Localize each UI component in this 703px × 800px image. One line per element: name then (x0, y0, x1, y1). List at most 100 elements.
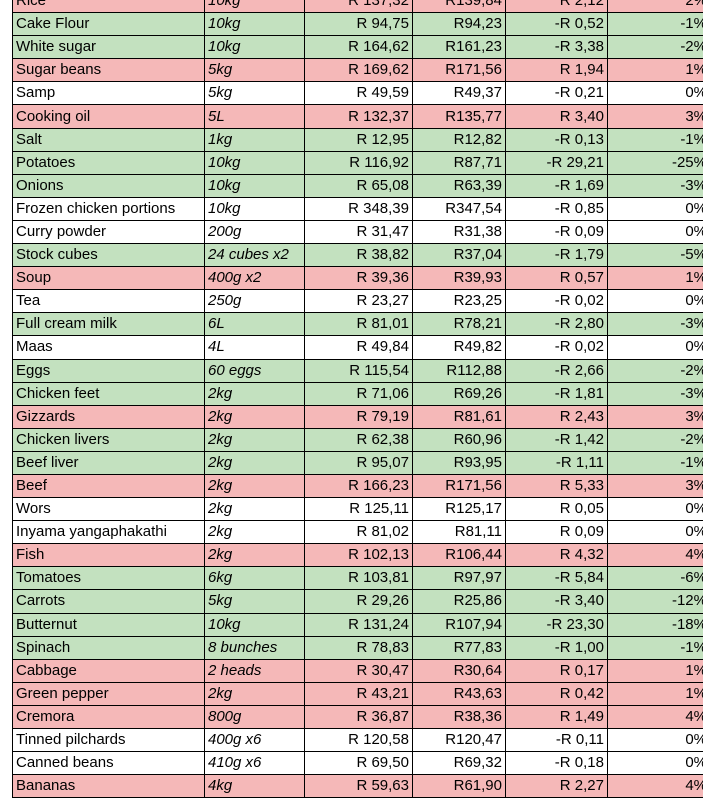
cell-percent-change: 2% (607, 0, 703, 14)
cell-previous-price: R 71,06 (304, 381, 413, 406)
cell-item: Stock cubes (12, 243, 205, 268)
cell-item: Tea (12, 289, 205, 314)
cell-previous-price: R 166,23 (304, 473, 413, 499)
cell-size: 400g x6 (204, 727, 305, 753)
cell-current-price: R12,82 (412, 127, 506, 152)
cell-size: 10kg (204, 0, 305, 14)
cell-previous-price: R 65,08 (304, 173, 413, 198)
cell-difference: R 0,05 (505, 497, 608, 522)
cell-difference: -R 1,42 (505, 427, 608, 452)
cell-previous-price: R 125,11 (304, 497, 413, 522)
cell-difference: -R 2,66 (505, 358, 608, 383)
cell-previous-price: R 137,32 (304, 0, 413, 14)
cell-size: 5kg (204, 58, 305, 83)
cell-previous-price: R 78,83 (304, 635, 413, 660)
cell-previous-price: R 95,07 (304, 450, 413, 475)
cell-previous-price: R 132,37 (304, 104, 413, 129)
cell-item: Cake Flour (12, 12, 205, 37)
cell-size: 2kg (204, 520, 305, 545)
cell-item: Tomatoes (12, 566, 205, 591)
cell-size: 400g x2 (204, 266, 305, 291)
cell-previous-price: R 31,47 (304, 219, 413, 245)
cell-item: Eggs (12, 358, 205, 383)
cell-difference: -R 0,02 (505, 289, 608, 314)
cell-difference: -R 1,00 (505, 635, 608, 660)
cell-current-price: R25,86 (412, 589, 506, 614)
cell-current-price: R78,21 (412, 312, 506, 337)
cell-item: Beef liver (12, 450, 205, 475)
cell-current-price: R106,44 (412, 543, 506, 568)
cell-current-price: R161,23 (412, 35, 506, 60)
cell-difference: R 2,12 (505, 0, 608, 14)
cell-size: 10kg (204, 612, 305, 637)
cell-size: 2kg (204, 497, 305, 522)
cell-current-price: R93,95 (412, 450, 506, 475)
cell-difference: -R 0,18 (505, 751, 608, 776)
cell-difference: R 4,32 (505, 543, 608, 568)
table-row: Inyama yangaphakathi 2kg R 81,02 R81,11 R 0,… (12, 520, 703, 545)
cell-item: Frozen chicken portions (12, 196, 205, 221)
cell-current-price: R107,94 (412, 612, 506, 637)
cell-current-price: R135,77 (412, 104, 506, 129)
cell-size: 2kg (204, 543, 305, 568)
table-row: Frozen chicken portions 10kg R 348,39 R347,… (12, 196, 703, 221)
cell-percent-change: 1% (607, 681, 703, 706)
cell-percent-change: 0% (607, 196, 703, 221)
cell-previous-price: R 36,87 (304, 704, 413, 730)
cell-item: Gizzards (12, 404, 205, 429)
cell-current-price: R37,04 (412, 243, 506, 268)
cell-percent-change: 3% (607, 404, 703, 429)
cell-difference: R 2,27 (505, 774, 608, 799)
cell-item: Sugar beans (12, 58, 205, 83)
cell-previous-price: R 62,38 (304, 427, 413, 452)
cell-previous-price: R 43,21 (304, 681, 413, 706)
cell-percent-change: -2% (607, 35, 703, 60)
cell-percent-change: 1% (607, 58, 703, 83)
cell-item: Butternut (12, 612, 205, 637)
cell-current-price: R39,93 (412, 266, 506, 291)
cell-previous-price: R 38,82 (304, 243, 413, 268)
cell-percent-change: -3% (607, 173, 703, 198)
cell-current-price: R171,56 (412, 473, 506, 499)
cell-current-price: R43,63 (412, 681, 506, 706)
cell-previous-price: R 103,81 (304, 566, 413, 591)
cell-current-price: R49,37 (412, 81, 506, 106)
cell-current-price: R69,32 (412, 751, 506, 776)
cell-current-price: R23,25 (412, 289, 506, 314)
cell-difference: -R 0,09 (505, 219, 608, 245)
cell-percent-change: -6% (607, 566, 703, 591)
cell-difference: -R 0,11 (505, 727, 608, 753)
cell-difference: R 0,57 (505, 266, 608, 291)
cell-item: White sugar (12, 35, 205, 60)
cell-percent-change: -3% (607, 312, 703, 337)
cell-difference: -R 29,21 (505, 150, 608, 175)
cell-percent-change: 1% (607, 658, 703, 683)
cell-size: 200g (204, 219, 305, 245)
cell-current-price: R61,90 (412, 774, 506, 799)
cell-size: 4kg (204, 774, 305, 799)
cell-percent-change: 0% (607, 520, 703, 545)
cell-size: 250g (204, 289, 305, 314)
cell-percent-change: 0% (607, 727, 703, 753)
cell-current-price: R60,96 (412, 427, 506, 452)
cell-previous-price: R 30,47 (304, 658, 413, 683)
cell-item: Soup (12, 266, 205, 291)
cell-percent-change: 0% (607, 335, 703, 360)
cell-difference: -R 1,69 (505, 173, 608, 198)
cell-difference: -R 0,52 (505, 12, 608, 37)
cell-percent-change: -2% (607, 427, 703, 452)
cell-item: Cooking oil (12, 104, 205, 129)
cell-difference: R 1,94 (505, 58, 608, 83)
